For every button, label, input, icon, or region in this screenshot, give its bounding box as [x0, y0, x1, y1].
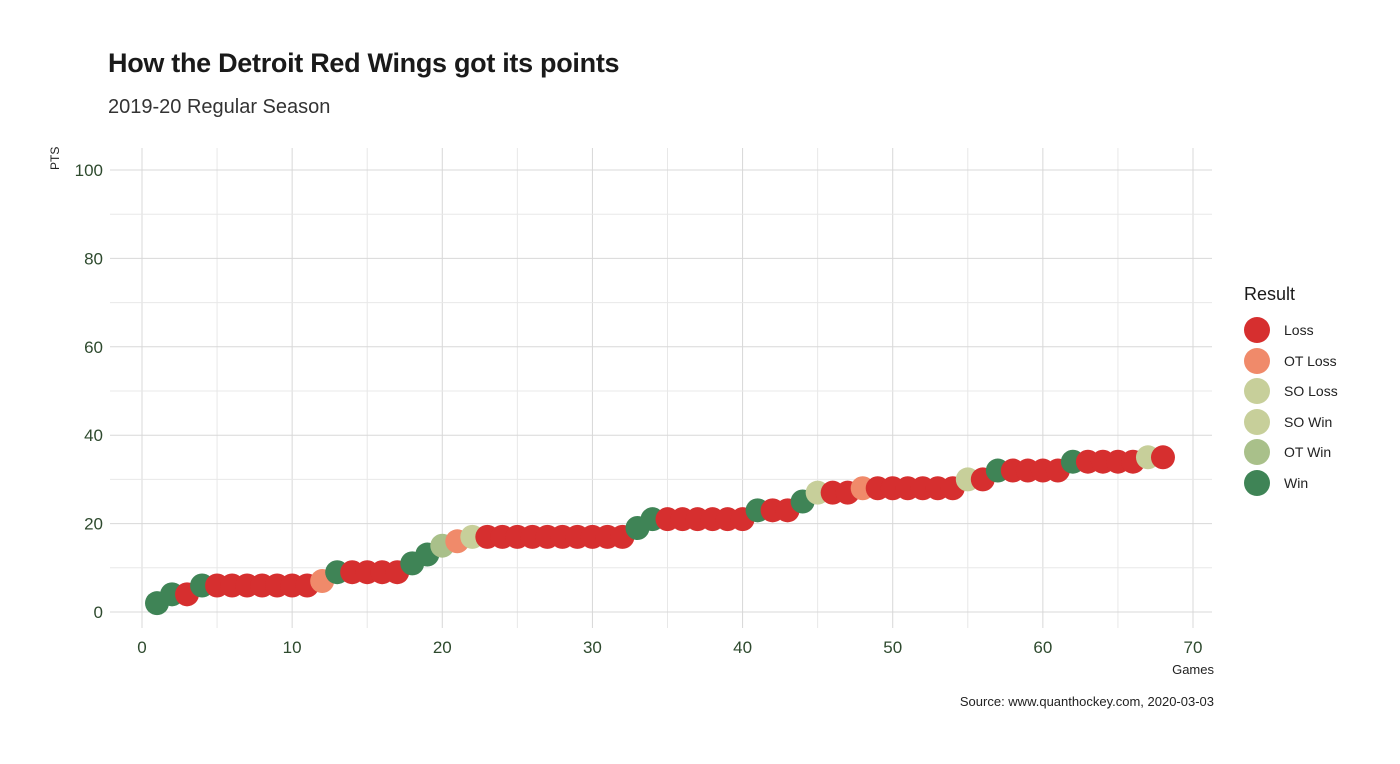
x-tick-label: 20: [433, 638, 452, 657]
game-points: [145, 445, 1175, 616]
legend-key-icon: [1244, 408, 1270, 435]
legend-label: Win: [1284, 474, 1309, 491]
legend-item: SO Loss: [1244, 376, 1338, 407]
x-tick-label: 0: [137, 638, 146, 657]
legend-item: OT Loss: [1244, 346, 1338, 377]
axis-ticks: 0 10 20 30 40 50 60 70 0 20 40 60 80 100: [75, 161, 1203, 657]
x-tick-label: 70: [1184, 638, 1203, 657]
game-point: [1150, 445, 1175, 470]
legend-key-icon: [1244, 317, 1270, 344]
legend-label: Loss: [1284, 322, 1314, 339]
legend-key-icon: [1244, 469, 1270, 496]
y-tick-label: 20: [84, 515, 103, 534]
legend-key-icon: [1244, 378, 1270, 405]
x-tick-label: 60: [1033, 638, 1052, 657]
x-tick-label: 50: [883, 638, 902, 657]
legend-key-icon: [1244, 347, 1270, 374]
legend-item: OT Win: [1244, 437, 1338, 468]
y-tick-label: 60: [84, 338, 103, 357]
grid-lines: [110, 148, 1212, 628]
legend-item: Loss: [1244, 315, 1338, 346]
y-tick-label: 0: [94, 603, 103, 622]
legend-label: SO Loss: [1284, 383, 1338, 400]
x-tick-label: 30: [583, 638, 602, 657]
legend-item: Win: [1244, 468, 1338, 499]
y-tick-label: 80: [84, 249, 103, 268]
legend-item: SO Win: [1244, 407, 1338, 438]
legend-key-icon: [1244, 439, 1270, 466]
x-tick-label: 10: [283, 638, 302, 657]
source-caption: Source: www.quanthockey.com, 2020-03-03: [959, 694, 1214, 709]
legend: Result Loss OT Loss SO Loss SO Win OT Win Win: [1244, 284, 1338, 498]
chart-subtitle: 2019-20 Regular Season: [108, 96, 331, 118]
legend-label: SO Win: [1284, 413, 1333, 430]
legend-title: Result: [1244, 284, 1296, 304]
chart-title: How the Detroit Red Wings got its points: [108, 48, 620, 78]
y-tick-label: 40: [84, 426, 103, 445]
legend-label: OT Win: [1284, 444, 1332, 461]
x-axis-label: Games: [1172, 662, 1214, 677]
y-tick-label: 100: [75, 161, 103, 180]
x-tick-label: 40: [733, 638, 752, 657]
legend-label: OT Loss: [1284, 352, 1337, 369]
